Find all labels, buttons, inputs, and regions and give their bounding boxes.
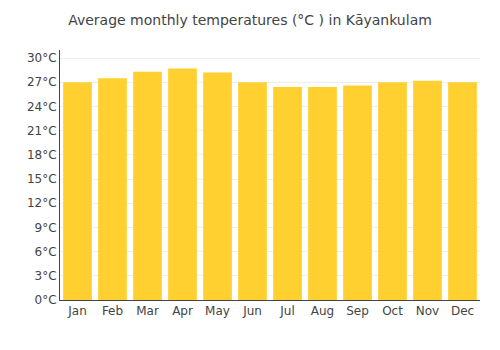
- svg-text:Nov: Nov: [416, 304, 439, 318]
- svg-text:Sep: Sep: [346, 304, 369, 318]
- svg-text:30°C: 30°C: [27, 51, 57, 65]
- svg-text:3°C: 3°C: [35, 269, 57, 283]
- svg-text:Dec: Dec: [451, 304, 474, 318]
- svg-text:27°C: 27°C: [27, 75, 57, 89]
- svg-text:Mar: Mar: [136, 304, 159, 318]
- svg-text:Jan: Jan: [67, 304, 87, 318]
- svg-text:24°C: 24°C: [27, 100, 57, 114]
- svg-text:6°C: 6°C: [35, 245, 57, 259]
- svg-text:Oct: Oct: [382, 304, 403, 318]
- svg-text:18°C: 18°C: [27, 148, 57, 162]
- svg-text:May: May: [205, 304, 230, 318]
- svg-text:9°C: 9°C: [35, 221, 57, 235]
- svg-text:15°C: 15°C: [27, 172, 57, 186]
- svg-text:Aug: Aug: [311, 304, 334, 318]
- svg-text:Apr: Apr: [172, 304, 193, 318]
- svg-text:12°C: 12°C: [27, 196, 57, 210]
- svg-text:Average monthly temperatures (: Average monthly temperatures (°C ) in Kā…: [68, 12, 432, 28]
- svg-text:21°C: 21°C: [27, 124, 57, 138]
- svg-text:Jun: Jun: [242, 304, 262, 318]
- svg-text:0°C: 0°C: [35, 293, 57, 307]
- svg-text:Jul: Jul: [279, 304, 294, 318]
- svg-text:Feb: Feb: [102, 304, 123, 318]
